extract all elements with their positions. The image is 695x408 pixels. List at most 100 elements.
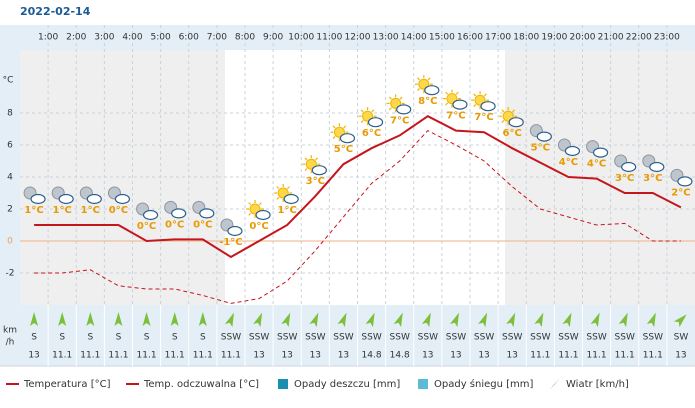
- wind-arrow-shape: [86, 312, 95, 326]
- wind-speed: 11.1: [643, 351, 663, 361]
- wind-arrow: [449, 312, 459, 328]
- y-tick-label: 2: [7, 205, 13, 215]
- weather-icon: [642, 154, 665, 173]
- hour-label: 7:00: [207, 33, 227, 43]
- wind-speed: 11.1: [52, 351, 72, 361]
- weather-icon: [51, 186, 74, 205]
- value-label: 0°C: [193, 219, 212, 230]
- wind-arrow: [253, 312, 263, 328]
- sun-ray: [512, 109, 515, 113]
- legend-label: Temp. odczuwalna [°C]: [143, 379, 259, 390]
- wind-speed: 11.1: [221, 351, 241, 361]
- wind-direction: SSW: [333, 333, 353, 343]
- wind-direction: S: [144, 333, 150, 343]
- wind-direction: SSW: [586, 333, 606, 343]
- sun-ray: [332, 136, 336, 139]
- wind-arrow-shape: [673, 314, 687, 328]
- sun-ray: [258, 202, 262, 206]
- wind-direction: S: [59, 333, 65, 343]
- sun-ray: [248, 212, 252, 216]
- weather-icon: [614, 154, 637, 173]
- cloud: [142, 209, 159, 221]
- hour-label: 9:00: [263, 33, 283, 43]
- wind-speed: 11.1: [165, 351, 185, 361]
- sun-ray: [276, 196, 280, 200]
- wind-direction: S: [116, 333, 122, 343]
- hour-label: 6:00: [179, 33, 199, 43]
- wind-direction: SSW: [615, 333, 635, 343]
- value-label: 7°C: [390, 115, 409, 126]
- wind-direction: SSW: [418, 333, 438, 343]
- hour-label: 2:00: [66, 33, 86, 43]
- wind-arrow: [309, 312, 319, 328]
- sun-ray: [445, 91, 449, 95]
- weather-icon: [79, 186, 102, 205]
- value-label: 1°C: [81, 205, 100, 216]
- weather-icon: [302, 155, 327, 176]
- wind-arrow: [58, 312, 67, 326]
- sun-ray: [315, 157, 319, 161]
- value-label: 2°C: [671, 187, 690, 198]
- wind-arrow: [646, 312, 656, 328]
- weather-icon: [586, 140, 609, 158]
- wind-arrow: [590, 312, 600, 328]
- wind-arrow-shape: [224, 312, 234, 328]
- cloud: [255, 209, 271, 221]
- cloud: [114, 193, 131, 205]
- wind-arrow-shape: [114, 312, 123, 326]
- legend-swatch: [278, 379, 288, 389]
- wind-arrow-shape: [309, 312, 319, 328]
- wind-arrow-shape: [478, 312, 488, 328]
- wind-direction: SSW: [390, 333, 410, 343]
- value-label: 1°C: [53, 205, 72, 216]
- wind-arrow: [478, 312, 488, 328]
- wind-direction: SSW: [305, 333, 325, 343]
- wind-arrow: [30, 312, 39, 326]
- sun-ray: [360, 109, 364, 113]
- hour-label: 18:00: [513, 33, 539, 43]
- hour-row: [0, 25, 695, 50]
- sun-ray: [304, 168, 308, 171]
- value-label: 5°C: [334, 144, 353, 155]
- weather-icon: [442, 89, 468, 110]
- wind-direction: SSW: [249, 333, 269, 343]
- wind-direction: S: [172, 333, 178, 343]
- wind-speed: 14.8: [390, 351, 410, 361]
- wind-arrow-shape: [337, 312, 347, 328]
- wind-arrow: [114, 312, 123, 326]
- wind-arrow-shape: [590, 312, 600, 328]
- sun-ray: [371, 109, 375, 113]
- wind-arrow: [337, 312, 347, 328]
- hour-label: 17:00: [485, 33, 511, 43]
- sun-ray: [276, 186, 280, 190]
- cloud: [621, 161, 637, 173]
- wind-arrow-shape: [618, 312, 628, 328]
- sun-ray: [360, 120, 364, 123]
- wind-direction: SSW: [502, 333, 522, 343]
- cloud: [592, 147, 609, 158]
- weather-icon: [358, 107, 384, 128]
- value-label: 0°C: [249, 221, 268, 232]
- wind-speed: 11.1: [193, 351, 213, 361]
- wind-arrow-shape: [30, 312, 39, 326]
- wind-speed: 13: [450, 351, 461, 361]
- sun-ray: [445, 102, 449, 106]
- legend-arrow: [550, 378, 560, 389]
- wind-arrow: [198, 312, 207, 326]
- value-label: 3°C: [615, 173, 634, 184]
- sun-ray: [399, 96, 403, 100]
- wind-direction: SSW: [221, 333, 241, 343]
- cloud: [536, 131, 552, 142]
- sun-ray: [248, 202, 252, 206]
- hour-label: 14:00: [401, 33, 427, 43]
- sun-ray: [473, 93, 477, 97]
- wind-arrow: [393, 312, 403, 328]
- cloud: [86, 193, 102, 205]
- hour-label: 5:00: [151, 33, 171, 43]
- cloud: [227, 225, 243, 237]
- hour-label: 22:00: [626, 33, 652, 43]
- wind-arrow: [142, 312, 151, 326]
- wind-arrow: [618, 312, 628, 328]
- wind-speed: 13: [422, 351, 433, 361]
